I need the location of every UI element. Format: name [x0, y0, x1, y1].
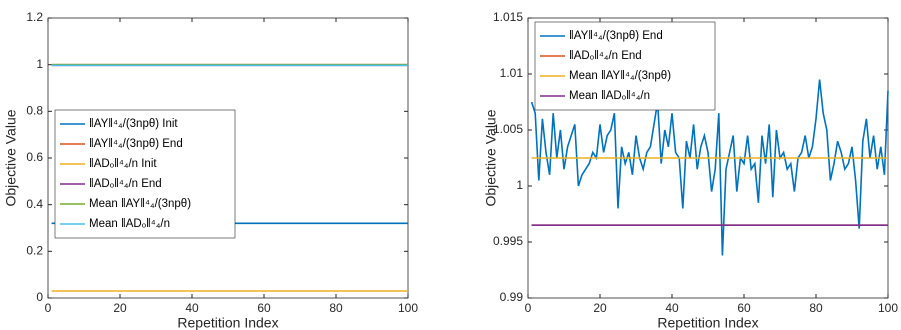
- y-tick-label: 1.005: [493, 122, 523, 136]
- x-axis-label: Repetition Index: [177, 315, 278, 330]
- y-tick-label: 1: [516, 178, 523, 192]
- y-axis-label: Objective Value: [3, 109, 19, 206]
- y-tick-label: 1.015: [493, 10, 523, 24]
- y-tick-label: 0.99: [500, 290, 524, 304]
- y-tick-label: 1: [36, 57, 43, 71]
- x-tick-label: 0: [525, 301, 532, 315]
- legend-box: [54, 109, 236, 239]
- x-axis-label: Repetition Index: [657, 315, 758, 330]
- y-tick-label: 1.2: [26, 10, 43, 24]
- x-tick-label: 80: [809, 301, 823, 315]
- legend-label: Mean ‖AY‖⁴₄/(3npθ): [89, 198, 191, 210]
- legend: ‖AY‖⁴₄/(3npθ) Init ‖AY‖⁴₄/(3npθ) End ‖ADₒ‖…: [54, 109, 236, 239]
- x-tick-label: 60: [257, 301, 271, 315]
- y-tick-label: 0.4: [26, 197, 43, 211]
- legend-label: ‖ADₒ‖⁴₄/n End: [89, 178, 162, 190]
- x-tick-label: 60: [737, 301, 751, 315]
- y-axis-label: Objective Value: [483, 109, 499, 206]
- y-tick-label: 0.2: [26, 244, 43, 258]
- x-tick-label: 40: [665, 301, 679, 315]
- legend-label: ‖AY‖⁴₄/(3npθ) End: [569, 30, 663, 42]
- x-tick-label: 80: [329, 301, 343, 315]
- x-tick-label: 40: [185, 301, 199, 315]
- legend-label: ‖ADₒ‖⁴₄/n End: [569, 50, 642, 62]
- legend-label: ‖AY‖⁴₄/(3npθ) End: [89, 138, 183, 150]
- legend-label: Mean ‖ADₒ‖⁴₄/n: [569, 90, 650, 102]
- x-tick-label: 0: [45, 301, 52, 315]
- legend: ‖AY‖⁴₄/(3npθ) End ‖ADₒ‖⁴₄/n End Mean ‖AY‖⁴…: [534, 21, 716, 111]
- y-tick-label: 0: [36, 290, 43, 304]
- x-tick-label: 20: [593, 301, 607, 315]
- y-tick-label: 0.8: [26, 104, 43, 118]
- legend-label: Mean ‖ADₒ‖⁴₄/n: [89, 218, 170, 230]
- x-tick-label: 100: [398, 301, 418, 315]
- axes: 0 20 40 60 80 100 0 0.2 0.4 0.6 0.8 1 1.2 Repetition …: [3, 10, 419, 330]
- y-tick-label: 0.6: [26, 150, 43, 164]
- legend-label: ‖ADₒ‖⁴₄/n Init: [89, 158, 157, 170]
- legend-label: ‖AY‖⁴₄/(3npθ) Init: [89, 118, 178, 130]
- y-tick-label: 0.995: [493, 234, 523, 248]
- axes: 0 20 40 60 80 100 0.99 0.995 1 1.005 1.01 1.015 Repe…: [483, 10, 899, 330]
- legend-label: Mean ‖AY‖⁴₄/(3npθ): [569, 70, 671, 82]
- x-tick-label: 20: [113, 301, 127, 315]
- x-tick-label: 100: [878, 301, 898, 315]
- y-tick-label: 1.01: [500, 66, 524, 80]
